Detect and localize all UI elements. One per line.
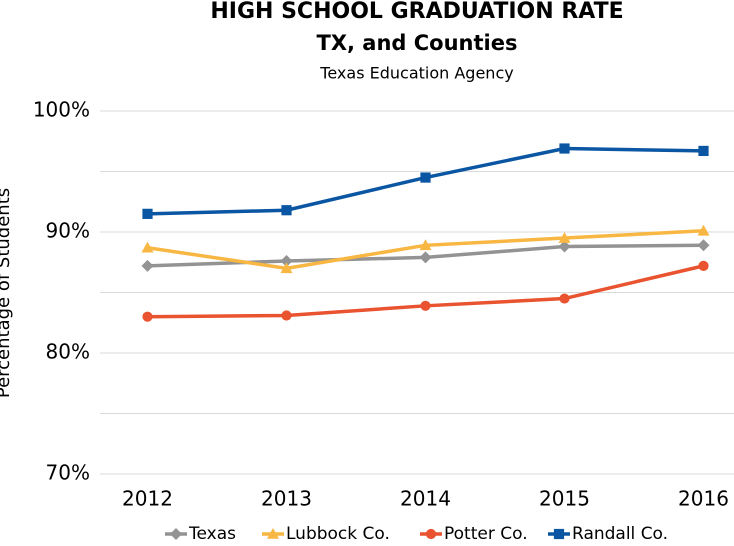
marker <box>419 239 432 251</box>
x-tick-label: 2013 <box>261 487 312 511</box>
marker <box>559 293 570 304</box>
marker <box>697 239 710 252</box>
x-tick-label: 2016 <box>678 487 729 511</box>
marker <box>170 528 182 540</box>
marker <box>425 528 437 540</box>
chart-subtitle: Texas Education Agency <box>319 64 513 83</box>
chart-title: HIGH SCHOOL GRADUATION RATE <box>210 0 623 24</box>
chart-title-line2: TX, and Counties <box>317 31 518 55</box>
marker <box>141 259 154 272</box>
x-tick-label: 2014 <box>400 487 451 511</box>
y-tick-label: 80% <box>46 340 90 364</box>
y-tick-label: 90% <box>46 219 90 243</box>
x-tick-label: 2012 <box>122 487 173 511</box>
marker <box>558 240 571 253</box>
y-axis-label: Percentage of Students <box>0 188 14 398</box>
legend-label: Texas <box>188 524 236 544</box>
legend-label: Lubbock Co. <box>286 524 390 544</box>
marker <box>280 255 293 268</box>
marker <box>553 528 565 540</box>
legend-label: Potter Co. <box>444 524 528 544</box>
marker <box>420 172 431 183</box>
marker <box>281 310 292 321</box>
marker <box>420 300 431 311</box>
marker <box>698 145 709 157</box>
marker <box>559 143 570 154</box>
marker <box>267 528 279 539</box>
y-tick-label: 70% <box>46 461 90 485</box>
marker <box>281 205 292 216</box>
y-tick-label: 100% <box>33 98 90 122</box>
marker <box>142 311 153 322</box>
marker <box>142 208 153 219</box>
marker <box>698 260 709 271</box>
marker <box>558 232 571 243</box>
marker <box>697 224 710 236</box>
marker <box>280 262 293 274</box>
legend-label: Randall Co. <box>572 524 668 544</box>
marker <box>419 251 432 264</box>
x-tick-label: 2015 <box>539 487 590 511</box>
marker <box>141 241 154 253</box>
